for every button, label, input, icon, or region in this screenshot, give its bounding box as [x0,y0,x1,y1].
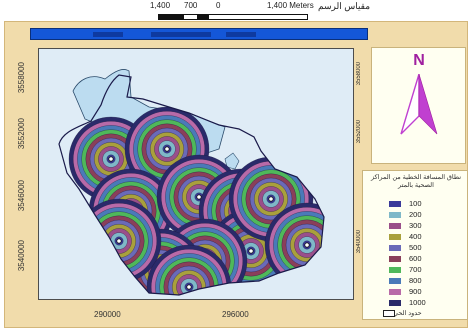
health-centre-point [164,146,170,152]
y-tick-1: 3558000 [17,62,26,94]
legend-swatch [389,245,401,251]
legend-swatch [389,234,401,240]
legend-footer-swatch [383,310,395,317]
map-canvas [58,69,325,296]
legend-swatch [389,201,401,207]
health-centre-point [186,284,192,290]
map-area [38,48,354,300]
legend: نطاق المسافة الخطية من المراكز الصحية با… [362,170,468,320]
scale-label-right: 1,400 Meters [267,1,314,10]
x-tick-1: 290000 [94,310,121,319]
health-centre-point [108,156,114,162]
legend-label: 700 [409,265,422,274]
legend-swatch [389,300,401,306]
legend-item-500: 500 [363,243,469,253]
legend-footer-label: حدود الحي [393,310,422,317]
legend-label: 300 [409,221,422,230]
legend-item-800: 800 [363,276,469,286]
north-letter: N [413,52,425,69]
legend-item-400: 400 [363,232,469,242]
legend-label: 100 [409,199,422,208]
legend-item-300: 300 [363,221,469,231]
legend-item-1000: 1000 [363,298,469,308]
health-centre-point [304,242,310,248]
scale-title: مقياس الرسم [318,1,371,11]
y-tick-right-1: 3558000 [356,62,362,86]
y-tick-4: 3540000 [17,240,26,272]
legend-item-600: 600 [363,254,469,264]
north-arrow-panel: N [371,47,466,164]
legend-label: 1000 [409,298,426,307]
north-arrow-icon [400,74,438,135]
health-centre-point [196,194,202,200]
legend-swatch [389,289,401,295]
scale-bar [150,14,310,20]
y-tick-2: 3552000 [17,118,26,150]
legend-label: 400 [409,232,422,241]
legend-label: 500 [409,243,422,252]
legend-swatch [389,267,401,273]
health-centre-point [116,238,122,244]
health-centre-point [248,248,254,254]
legend-item-700: 700 [363,265,469,275]
y-tick-3: 3546000 [17,180,26,212]
scale-label-left: 1,400 [150,1,171,10]
legend-item-900: 900 [363,287,469,297]
legend-swatch [389,212,401,218]
distance-rings [68,106,324,295]
scale-label-mid: 700 [184,1,198,10]
legend-item-200: 200 [363,210,469,220]
legend-label: 900 [409,287,422,296]
health-centre-point [268,196,274,202]
region-outline [58,74,325,296]
top-blue-band [30,28,368,40]
y-tick-right-2: 3552000 [356,120,362,144]
legend-title: نطاق المسافة الخطية من المراكز الصحية با… [370,174,462,189]
legend-swatch [389,223,401,229]
legend-item-100: 100 [363,199,469,209]
legend-label: 600 [409,254,422,263]
legend-swatch [389,256,401,262]
legend-swatch [389,278,401,284]
legend-label: 200 [409,210,422,219]
legend-label: 800 [409,276,422,285]
x-tick-2: 296000 [222,310,249,319]
legend-footer: حدود الحي [383,309,422,317]
scale-label-zero: 0 [216,1,221,10]
